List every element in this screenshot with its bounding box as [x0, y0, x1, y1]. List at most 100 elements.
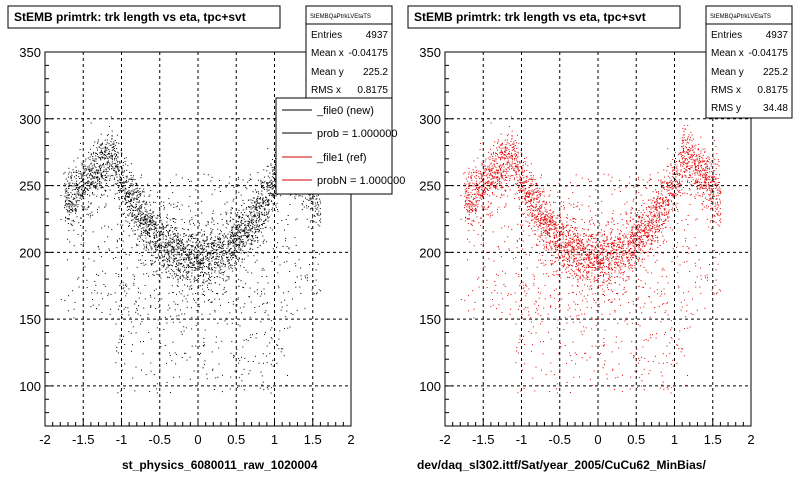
- scatter-point: [141, 255, 143, 257]
- scatter-point: [250, 301, 252, 303]
- scatter-point: [313, 293, 315, 295]
- scatter-point: [629, 231, 631, 233]
- scatter-point: [267, 193, 269, 194]
- scatter-point: [165, 230, 167, 231]
- scatter-point: [306, 279, 308, 281]
- scatter-point: [168, 235, 170, 237]
- scatter-point: [525, 295, 527, 297]
- scatter-point: [256, 206, 258, 208]
- scatter-point: [583, 277, 585, 279]
- scatter-point: [311, 289, 313, 291]
- scatter-point: [220, 229, 221, 231]
- scatter-point: [96, 163, 98, 165]
- scatter-point: [662, 223, 663, 225]
- scatter-point: [123, 183, 125, 184]
- scatter-point: [651, 248, 653, 250]
- scatter-point: [206, 280, 208, 282]
- scatter-point: [524, 190, 526, 192]
- scatter-point: [211, 242, 213, 244]
- scatter-point: [486, 169, 487, 171]
- scatter-point: [319, 225, 321, 227]
- scatter-point: [204, 295, 205, 296]
- scatter-point: [214, 189, 216, 191]
- scatter-point: [589, 266, 591, 268]
- scatter-point: [123, 181, 125, 183]
- scatter-point: [160, 234, 162, 236]
- scatter-point: [245, 243, 247, 245]
- scatter-point: [248, 224, 250, 226]
- scatter-point: [266, 204, 268, 206]
- scatter-point: [559, 218, 561, 220]
- scatter-point: [174, 309, 176, 311]
- left-stat-label-rmsx: RMS x: [311, 85, 341, 96]
- scatter-point: [70, 224, 72, 226]
- scatter-point: [315, 204, 317, 206]
- scatter-point: [267, 213, 269, 215]
- scatter-point: [534, 303, 536, 305]
- scatter-point: [277, 272, 279, 274]
- scatter-point: [77, 278, 79, 280]
- scatter-point: [66, 189, 68, 191]
- scatter-point: [202, 240, 204, 242]
- scatter-point: [211, 237, 213, 238]
- scatter-point: [274, 181, 276, 183]
- scatter-point: [239, 237, 241, 239]
- scatter-point: [687, 124, 689, 126]
- scatter-point: [68, 203, 70, 205]
- scatter-point: [135, 182, 137, 184]
- scatter-point: [214, 298, 216, 300]
- scatter-point: [176, 185, 178, 187]
- scatter-point: [191, 264, 193, 266]
- scatter-point: [230, 212, 232, 213]
- scatter-point: [534, 390, 536, 392]
- scatter-point: [184, 269, 186, 271]
- scatter-point: [167, 232, 169, 234]
- scatter-point: [105, 168, 107, 170]
- scatter-point: [146, 223, 148, 225]
- scatter-point: [100, 174, 102, 176]
- scatter-point: [162, 241, 164, 243]
- scatter-point: [699, 195, 701, 197]
- scatter-point: [202, 266, 204, 268]
- scatter-point: [145, 222, 147, 224]
- scatter-point: [139, 193, 141, 195]
- scatter-point: [158, 300, 160, 302]
- scatter-point: [158, 244, 159, 246]
- scatter-point: [210, 238, 212, 240]
- scatter-point: [121, 170, 123, 172]
- scatter-point: [149, 236, 150, 238]
- scatter-point: [179, 268, 181, 270]
- scatter-point: [75, 200, 77, 202]
- scatter-point: [272, 173, 274, 175]
- scatter-point: [95, 169, 97, 171]
- scatter-point: [97, 171, 99, 173]
- scatter-point: [247, 181, 249, 183]
- scatter-point: [174, 233, 176, 234]
- scatter-point: [176, 315, 178, 317]
- scatter-point: [153, 225, 155, 227]
- scatter-point: [239, 244, 241, 246]
- scatter-point: [138, 201, 140, 203]
- scatter-point: [135, 300, 137, 302]
- scatter-point: [241, 380, 243, 382]
- scatter-point: [151, 263, 153, 265]
- scatter-point: [189, 256, 191, 258]
- scatter-point: [254, 227, 256, 229]
- scatter-point: [241, 258, 243, 260]
- scatter-point: [152, 255, 154, 256]
- scatter-point: [298, 259, 300, 261]
- scatter-point: [263, 269, 265, 271]
- scatter-point: [175, 227, 177, 229]
- scatter-point: [68, 173, 70, 175]
- scatter-point: [186, 274, 188, 276]
- scatter-point: [595, 215, 597, 217]
- scatter-point: [220, 238, 222, 240]
- scatter-point: [534, 179, 536, 181]
- scatter-point: [153, 235, 155, 236]
- scatter-point: [198, 298, 200, 300]
- scatter-point: [203, 245, 205, 247]
- scatter-point: [110, 293, 112, 295]
- scatter-point: [168, 270, 170, 272]
- scatter-point: [179, 234, 181, 236]
- scatter-point: [228, 259, 230, 261]
